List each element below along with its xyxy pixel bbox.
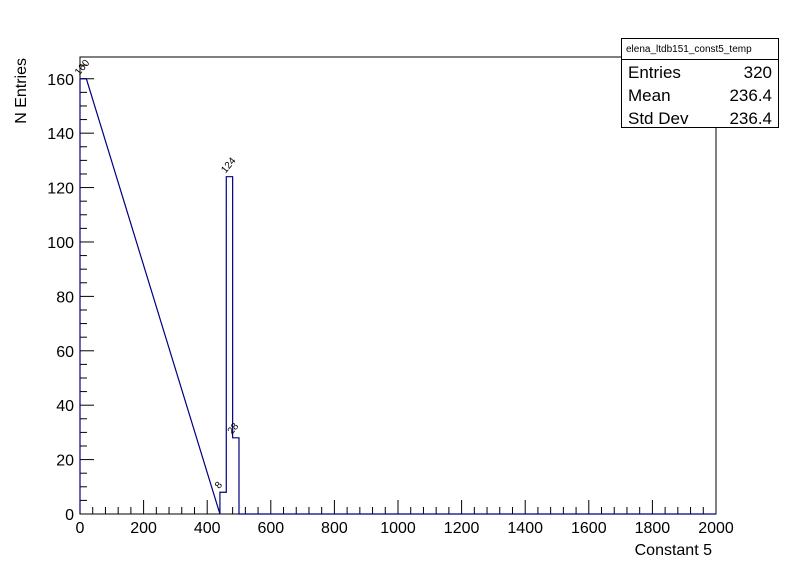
stats-row-stddev: Std Dev 236.4 — [628, 107, 772, 130]
stats-mean-value: 236.4 — [729, 86, 772, 105]
y-tick-label: 140 — [47, 126, 74, 143]
bin-value-label: 28 — [226, 421, 242, 437]
x-tick-label: 0 — [76, 520, 85, 537]
histogram-outline — [79, 78, 716, 515]
histogram-bin — [226, 177, 232, 514]
bin-value-label: 8 — [213, 479, 225, 491]
stats-stddev-label: Std Dev — [628, 109, 689, 128]
x-tick-label: 600 — [257, 520, 284, 537]
stats-title: elena_ltdb151_const5_temp — [622, 39, 778, 60]
histogram-bin — [220, 492, 226, 514]
x-tick-label: 200 — [130, 520, 157, 537]
stats-row-entries: Entries 320 — [628, 61, 772, 84]
x-tick-label: 400 — [194, 520, 221, 537]
y-axis-title: N Entries — [13, 58, 30, 124]
y-tick-label: 100 — [47, 235, 74, 252]
bin-value-label: 124 — [219, 155, 238, 175]
x-tick-label: 1200 — [444, 520, 480, 537]
x-tick-label: 800 — [321, 520, 348, 537]
x-tick-label: 1400 — [507, 520, 543, 537]
stats-entries-label: Entries — [628, 63, 681, 82]
y-tick-label: 80 — [56, 289, 74, 306]
y-tick-label: 20 — [56, 453, 74, 470]
y-tick-label: 60 — [56, 344, 74, 361]
bin-value-label: 160 — [73, 58, 92, 78]
x-tick-label: 1800 — [635, 520, 671, 537]
stats-entries-value: 320 — [743, 63, 772, 82]
x-axis-title: Constant 5 — [635, 542, 712, 559]
histogram-bin — [233, 438, 239, 514]
x-tick-label: 1000 — [380, 520, 416, 537]
y-tick-label: 160 — [47, 72, 74, 89]
x-tick-label: 1600 — [571, 520, 607, 537]
stats-row-mean: Mean 236.4 — [628, 84, 772, 107]
y-tick-label: 120 — [47, 181, 74, 198]
y-tick-label: 40 — [56, 398, 74, 415]
y-tick-label: 0 — [65, 507, 74, 524]
stats-mean-label: Mean — [628, 86, 671, 105]
x-tick-label: 2000 — [698, 520, 734, 537]
stats-box: elena_ltdb151_const5_temp Entries 320 Me… — [621, 38, 779, 128]
stats-stddev-value: 236.4 — [729, 109, 772, 128]
